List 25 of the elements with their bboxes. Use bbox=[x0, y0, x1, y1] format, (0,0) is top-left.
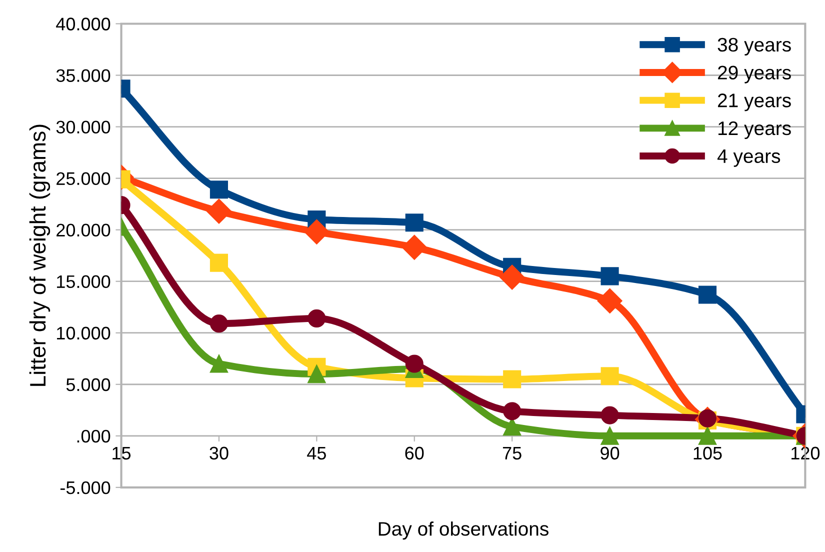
legend-label: 12 years bbox=[718, 121, 791, 140]
x-tick-label: 45 bbox=[307, 446, 326, 460]
x-tick-label: 15 bbox=[112, 446, 131, 460]
x-tick-label: 60 bbox=[405, 446, 424, 460]
y-tick-label: 5.000 bbox=[66, 378, 110, 392]
y-tick-label: -5.000 bbox=[60, 481, 110, 494]
y-tick-label: .000 bbox=[77, 430, 110, 443]
x-axis-title: Day of observations bbox=[378, 521, 548, 540]
y-axis-title: Litter dry of weight (grams) bbox=[29, 124, 50, 386]
x-tick-label: 120 bbox=[792, 446, 820, 460]
y-tick-label: 40.000 bbox=[56, 18, 110, 30]
y-tick-label: 25.000 bbox=[56, 172, 110, 186]
x-tick-label: 30 bbox=[210, 446, 228, 460]
y-tick-label: 30.000 bbox=[56, 120, 110, 134]
y-tick-label: 15.000 bbox=[57, 275, 110, 288]
legend-label: 21 years bbox=[718, 94, 791, 112]
legend-label: 4 years bbox=[717, 149, 780, 167]
y-tick-label: 10.000 bbox=[57, 326, 110, 340]
x-tick-label: 105 bbox=[694, 446, 722, 460]
x-tick-label: 90 bbox=[600, 446, 620, 460]
legend-label: 29 years bbox=[718, 66, 791, 84]
y-tick-label: 20.000 bbox=[56, 224, 110, 237]
legend-label: 38 years bbox=[718, 38, 791, 56]
y-tick-label: 35.000 bbox=[56, 69, 110, 82]
x-tick-label: 75 bbox=[502, 446, 522, 460]
